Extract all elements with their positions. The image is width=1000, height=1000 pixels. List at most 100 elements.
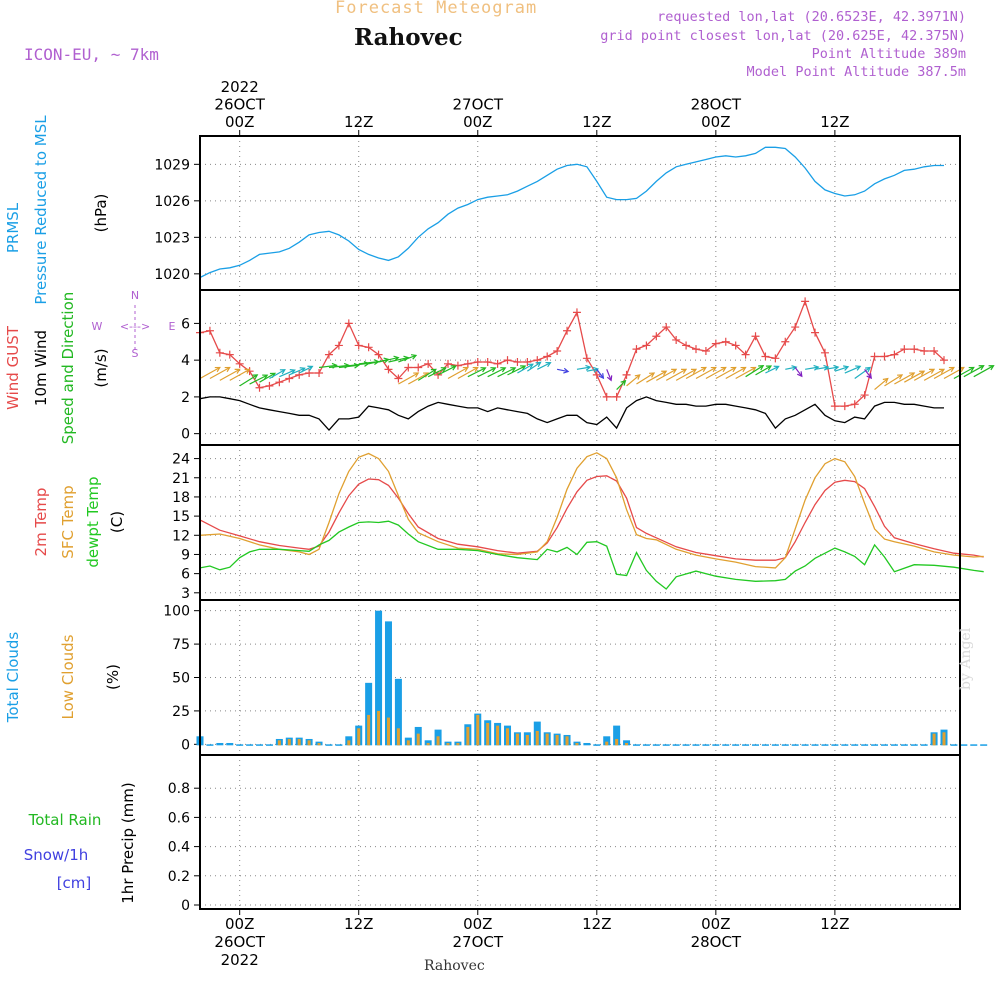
wind-arrow-head [791,365,798,371]
wind-arrow-head [214,366,221,373]
total-cloud-bar [851,744,859,746]
panel-label-pressure: PRMSL [4,202,22,253]
panel-label-wind: (m/s) [92,348,110,387]
low-cloud-bar [545,733,549,746]
total-cloud-bar [771,744,779,746]
top-time-label: 12Z [344,113,373,131]
gust-marker [920,346,929,355]
wind-arrow-head [510,367,517,373]
panel-clouds [194,599,988,756]
y-tick-label: 25 [172,704,190,720]
wind-direction-arrow [616,380,626,390]
precip-label-snow-unit: [cm] [57,874,92,892]
panel-frame [199,444,961,601]
y-tick-label: 9 [181,547,190,563]
wind-direction-arrow [963,365,984,378]
wind-direction-arrow [537,362,551,370]
wind-direction-arrow [695,367,717,380]
total-cloud-bar [593,744,601,746]
wind-arrow-head [765,365,773,371]
wind-direction-arrow [467,367,486,378]
gust-marker [850,400,859,409]
wind-direction-arrow [398,354,417,363]
panel-pressure [194,135,961,291]
gust-marker [900,345,909,354]
y-tick-label: 1026 [154,194,190,210]
low-cloud-bar [347,740,351,746]
low-cloud-bar [317,742,321,746]
bottom-time-label: 2022 [221,951,259,969]
bottom-time-label: 12Z [820,915,849,933]
wind-direction-arrow [805,366,819,370]
wind-arrow-head [843,365,850,371]
gust-marker [602,392,611,401]
wind-arrow-head [634,374,641,380]
gust-marker [295,370,304,379]
total-cloud-bar [712,744,720,746]
total-cloud-bar [920,744,928,746]
bottom-time-label: 12Z [582,915,611,933]
footer-location: Rahovec [424,958,485,974]
wind-direction-arrow [527,361,541,372]
gust-marker [493,359,502,368]
low-cloud-bar [277,740,281,746]
panel-label-temperature: SFC Temp [59,485,77,558]
gust-marker [404,363,413,372]
gust-marker [324,350,333,359]
gust-marker [334,341,343,350]
total-cloud-bar [603,736,611,746]
low-cloud-bar [426,742,430,746]
wind-arrow-head [710,366,717,373]
gust-marker [880,352,889,361]
series-line-gust [199,299,945,407]
panel-wind [194,290,995,446]
total-cloud-bar [583,742,591,746]
top-time-label: 12Z [582,113,611,131]
wind-direction-arrow [437,365,456,376]
wind-direction-arrow [557,368,569,373]
low-cloud-bar [406,740,410,746]
wind-direction-arrow [606,369,612,381]
wind-direction-arrow [219,368,240,381]
wind-arrow-head [535,361,542,368]
gust-marker [513,357,522,366]
total-cloud-bar [642,744,650,746]
y-tick-label: 0.8 [168,781,190,797]
gust-marker [781,337,790,346]
wind-direction-arrow [457,367,479,380]
panel-label-wind: Speed and Direction [59,292,77,445]
gust-marker [890,350,899,359]
wind-arrow-head [410,354,418,360]
total-cloud-bar [375,610,383,746]
low-cloud-bar [625,742,629,746]
total-cloud-bar [325,744,333,746]
gust-marker [801,297,810,306]
gust-marker [761,352,770,361]
gust-marker [582,354,591,363]
wind-arrow-head [681,368,688,374]
wind-arrow-head [224,366,231,373]
wind-direction-arrow [794,367,803,377]
panel-label-pressure: (hPa) [92,194,110,233]
top-time-label: 12Z [820,113,849,131]
wind-arrow-head [545,361,552,368]
gust-marker [820,348,829,357]
wind-arrow-head [855,365,862,371]
low-cloud-bar [446,742,450,746]
wind-direction-arrow [289,367,305,376]
gust-marker [860,391,869,400]
low-cloud-bar [565,736,569,746]
wind-direction-arrow [755,365,772,376]
top-time-label: 27OCT [452,96,503,114]
total-cloud-bar [831,744,839,746]
wind-arrow-head [988,365,995,371]
wind-direction-arrow [209,367,231,380]
wind-arrow-head [978,365,985,371]
wind-direction-arrow [665,368,687,381]
wind-direction-arrow [685,367,707,380]
wind-arrow-head [262,374,269,380]
gust-marker [305,369,314,378]
total-cloud-bar [880,744,888,746]
wind-arrow-head [968,366,975,373]
gust-marker [364,343,373,352]
